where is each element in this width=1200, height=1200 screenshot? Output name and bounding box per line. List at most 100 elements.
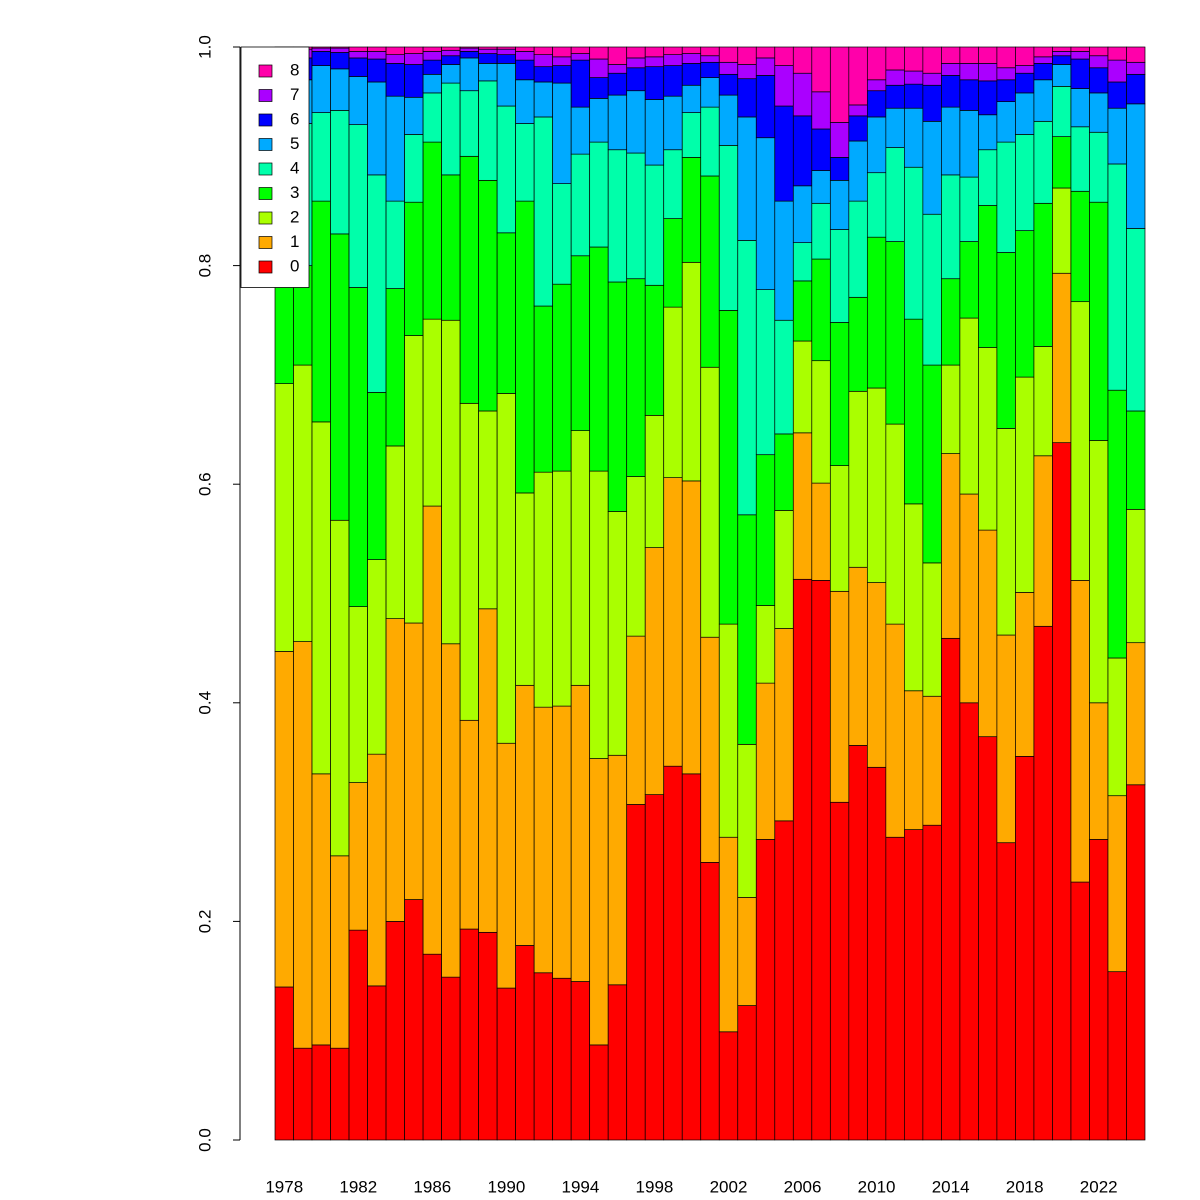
bar-segment xyxy=(274,651,294,988)
bar-segment xyxy=(367,985,387,1141)
bar-segment xyxy=(941,75,961,108)
bar-segment xyxy=(515,684,535,946)
bar-segment xyxy=(441,55,461,65)
bar-segment xyxy=(515,59,535,81)
bar-segment xyxy=(441,46,461,51)
bar-segment xyxy=(755,454,776,606)
bar-segment xyxy=(1033,120,1053,204)
y-tick-label: 0.8 xyxy=(195,254,214,278)
bar-segment xyxy=(644,66,665,100)
bar-segment xyxy=(515,79,535,124)
bar-segment xyxy=(829,229,850,323)
bar-segment xyxy=(330,47,350,53)
bar-segment xyxy=(848,390,868,568)
bar-segment xyxy=(941,453,961,639)
bar-segment xyxy=(441,49,461,57)
legend: 8 7 6 5 4 3 2 1 0 xyxy=(240,46,310,288)
bar-segment xyxy=(570,255,591,431)
bar-segment xyxy=(515,492,535,686)
bar-segment xyxy=(866,90,887,118)
bar-segment xyxy=(848,296,868,392)
bar-segment xyxy=(441,174,461,321)
bar-segment xyxy=(533,46,554,56)
bar-segment xyxy=(959,63,979,81)
bar-segment xyxy=(1089,131,1109,203)
bar-segment xyxy=(311,421,331,775)
bar-segment xyxy=(1052,272,1072,444)
bar-segment xyxy=(626,278,646,477)
bar-segment xyxy=(626,635,646,805)
bar-segment xyxy=(737,46,757,65)
bar-segment xyxy=(367,81,387,176)
x-tick-label: 2006 xyxy=(784,1177,822,1196)
bar-segment xyxy=(330,68,350,111)
bar-segment xyxy=(1033,202,1053,347)
bar-segment xyxy=(478,53,498,64)
bar-segment xyxy=(533,66,554,83)
bar-segment xyxy=(904,318,924,505)
bar-segment xyxy=(922,72,942,86)
bar-segment xyxy=(570,46,591,54)
bar-segment xyxy=(959,493,979,704)
bar-segment xyxy=(330,233,350,521)
bar-segment xyxy=(941,63,961,76)
bar-segment xyxy=(755,289,776,456)
bar-segment xyxy=(959,241,979,319)
bar-segment xyxy=(552,46,572,58)
bar-segment xyxy=(811,202,831,260)
bar-segment xyxy=(589,46,609,60)
bar-segment xyxy=(996,46,1016,69)
bar-segment xyxy=(626,57,646,69)
bar-segment xyxy=(792,115,813,187)
legend-label: 0 xyxy=(290,256,299,275)
bar-segment xyxy=(385,63,405,97)
bar-segment xyxy=(1107,657,1127,797)
bar-segment xyxy=(811,482,831,581)
bar-segment xyxy=(570,106,591,155)
bar-segment xyxy=(607,984,628,1141)
bar-segment xyxy=(700,366,720,638)
bar-segment xyxy=(848,566,868,746)
bar-segment xyxy=(1033,56,1053,64)
bar-segment xyxy=(885,69,905,86)
bar-segment xyxy=(829,465,850,592)
bar-segment xyxy=(626,67,646,92)
bar-segment xyxy=(904,46,924,72)
bar-segment xyxy=(959,317,979,495)
bar-segment xyxy=(755,839,776,1141)
bar-segment xyxy=(774,319,794,435)
y-tick-label: 0.4 xyxy=(195,691,214,715)
bar-segment xyxy=(552,56,572,66)
bar-segment xyxy=(922,213,942,366)
bar-segment xyxy=(811,258,831,362)
bar-segment xyxy=(348,124,368,288)
bar-segment xyxy=(755,137,776,290)
bar-segment xyxy=(792,578,813,1141)
bar-segment xyxy=(1089,201,1109,441)
legend-swatch xyxy=(258,260,273,274)
bar-segment xyxy=(1126,410,1146,510)
bar-segment xyxy=(441,319,461,645)
bar-segment xyxy=(644,284,665,416)
bar-segment xyxy=(737,64,757,80)
bar-segment xyxy=(404,335,424,624)
x-tick-label: 1986 xyxy=(413,1177,451,1196)
legend-swatch xyxy=(258,64,273,78)
bar-segment xyxy=(811,580,831,1141)
bar-segment xyxy=(700,46,720,57)
bar-segment xyxy=(404,134,424,203)
bar-segment xyxy=(681,53,702,64)
bar-segment xyxy=(385,200,405,289)
x-tick-label: 1994 xyxy=(562,1177,600,1196)
bar-segment xyxy=(1052,187,1072,274)
bar-segment xyxy=(607,281,628,512)
bar-segment xyxy=(941,46,961,64)
bar-segment xyxy=(311,1044,331,1141)
bar-segment xyxy=(385,445,405,619)
bar-segment xyxy=(1033,46,1053,58)
bar-segment xyxy=(478,931,498,1141)
x-tick-label: 1990 xyxy=(487,1177,525,1196)
bar-segment xyxy=(367,51,387,60)
bar-segment xyxy=(904,166,924,320)
bar-segment xyxy=(866,79,887,92)
